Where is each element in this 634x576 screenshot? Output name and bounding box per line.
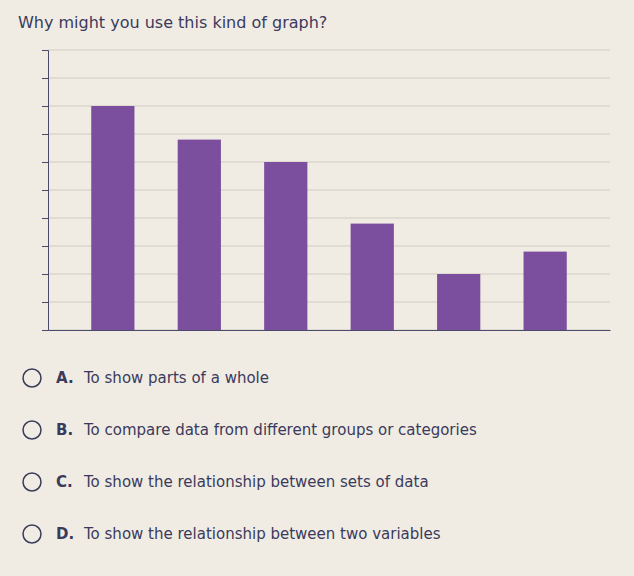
- grid: [48, 50, 610, 330]
- option-text: To show the relationship between two var…: [83, 525, 441, 543]
- title: Why might you use this kind of graph?: [18, 13, 327, 32]
- option-text: To compare data from different groups or…: [83, 421, 477, 439]
- options: A. To show parts of a whole B. To compare d…: [23, 369, 477, 543]
- x-axis: [49, 330, 611, 332]
- y-tick: [42, 190, 48, 191]
- y-tick-mark: [42, 190, 48, 191]
- y-tick-mark: [42, 330, 48, 331]
- option-letter: D.: [56, 525, 74, 543]
- y-tick-mark: [42, 50, 48, 51]
- grid-line: [48, 78, 610, 79]
- y-tick: [42, 78, 48, 79]
- y-tick-mark: [42, 78, 48, 79]
- option-letter: C.: [56, 473, 73, 491]
- y-tick: [42, 134, 48, 135]
- y-tick: [42, 50, 48, 51]
- y-tick-mark: [42, 302, 48, 303]
- bar: [437, 274, 480, 330]
- bar: [264, 162, 307, 330]
- y-tick: [42, 106, 48, 107]
- radio-circle: [23, 369, 41, 387]
- y-tick: [42, 330, 48, 331]
- radio-circle: [23, 421, 41, 439]
- option-letter: B.: [56, 421, 73, 439]
- bars: [91, 106, 567, 330]
- x-axis-line: [49, 330, 611, 331]
- option-text: To show the relationship between sets of…: [83, 473, 429, 491]
- y-axis-line: [42, 51, 49, 331]
- bar: [524, 252, 567, 330]
- y-tick-mark: [42, 218, 48, 219]
- y-tick: [42, 218, 48, 219]
- plot: [42, 50, 611, 331]
- y-tick: [42, 302, 48, 303]
- y-tick-mark: [42, 246, 48, 247]
- y-tick-mark: [42, 134, 48, 135]
- y-tick: [42, 246, 48, 247]
- y-axis: [42, 51, 49, 331]
- y-tick-mark: [42, 162, 48, 163]
- grid-line: [48, 50, 610, 51]
- radio-circle: [23, 525, 41, 543]
- background: [0, 0, 634, 576]
- chart: Why might you use this kind of graph? A. T…: [0, 0, 634, 576]
- option-letter: A.: [56, 369, 74, 387]
- y-tick: [42, 274, 48, 275]
- y-tick-mark: [42, 274, 48, 275]
- radio-circle: [23, 473, 41, 491]
- option-text: To show parts of a whole: [83, 369, 269, 387]
- bar: [91, 106, 134, 330]
- bar: [178, 140, 221, 330]
- y-tick: [42, 162, 48, 163]
- bar: [351, 224, 394, 330]
- y-tick-mark: [42, 106, 48, 107]
